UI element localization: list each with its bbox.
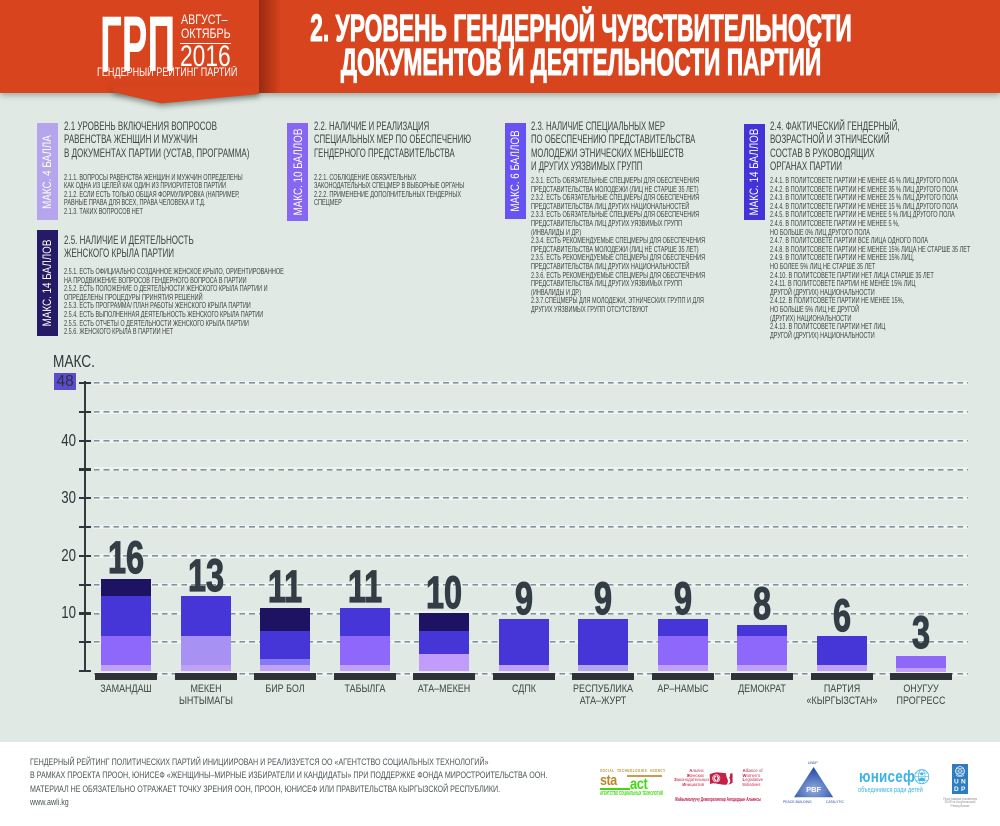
svg-text:U: U xyxy=(954,779,959,786)
svg-text:P: P xyxy=(961,786,966,793)
svg-text:N: N xyxy=(961,779,966,786)
svg-text:PBF: PBF xyxy=(806,785,821,794)
svg-text:D: D xyxy=(954,786,959,793)
